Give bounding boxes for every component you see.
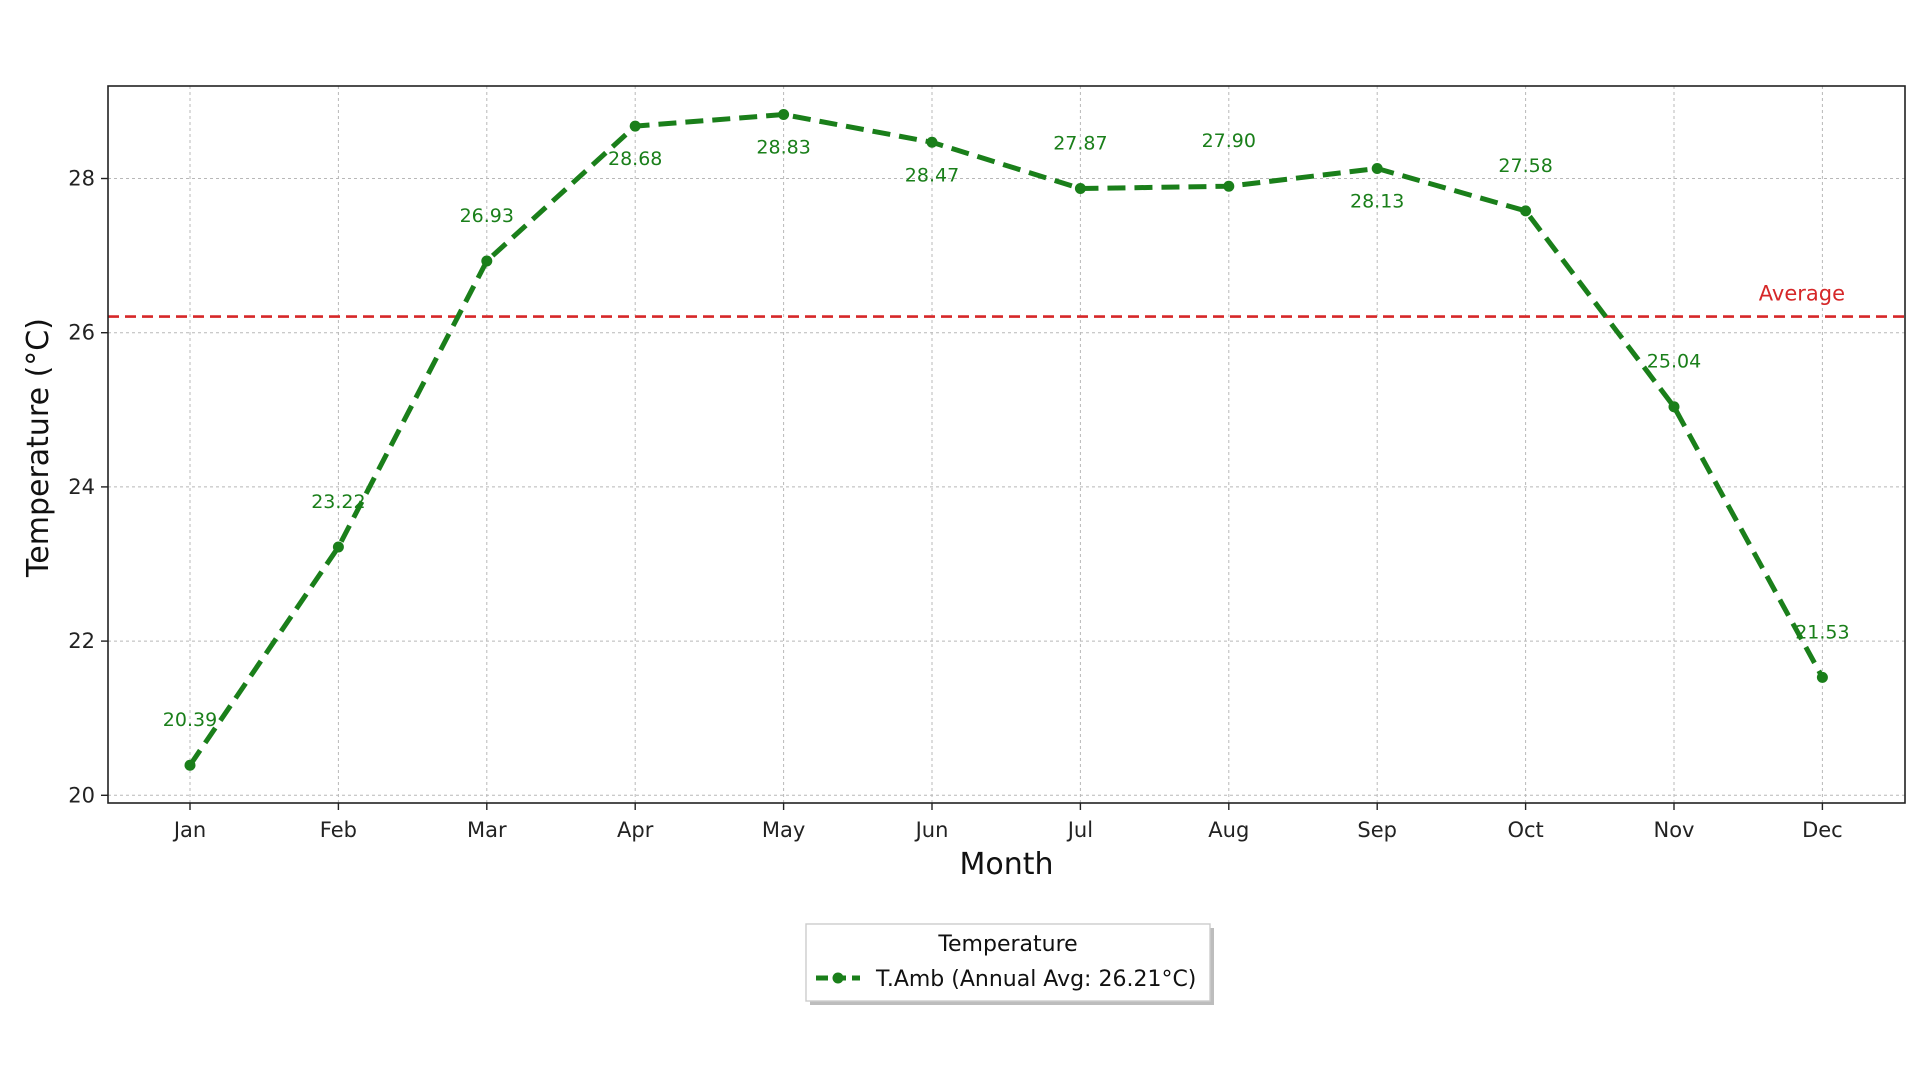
legend-box — [805, 923, 1211, 1002]
x-tick-label: Aug — [1208, 818, 1249, 842]
x-tick-label: Jul — [1066, 818, 1093, 842]
data-label: 28.47 — [905, 164, 959, 186]
axis-ticks: Jan Feb Mar Apr May Jun Jul Aug Sep Oct Nov Dec 20 22… — [68, 167, 1842, 842]
average-label: Average — [1759, 282, 1845, 306]
data-label: 20.39 — [163, 709, 217, 731]
data-point — [1520, 205, 1532, 217]
data-point — [184, 759, 196, 771]
x-tick-label: Dec — [1802, 818, 1843, 842]
x-tick-label: Sep — [1357, 818, 1397, 842]
data-label: 28.68 — [608, 148, 662, 170]
data-point — [1074, 183, 1086, 195]
legend: Temperature T.Amb (Annual Avg: 26.21°C) — [805, 923, 1214, 1005]
data-point — [1668, 401, 1680, 413]
y-tick-label: 26 — [68, 321, 95, 345]
series-line — [187, 112, 1825, 767]
y-tick-label: 24 — [68, 475, 95, 499]
series-layer: 20.39 23.22 26.93 28.68 28.83 28.47 27.87 27.90… — [163, 109, 1850, 771]
data-label: 27.58 — [1498, 155, 1552, 177]
x-tick-label: Feb — [320, 818, 357, 842]
data-label: 25.04 — [1647, 351, 1701, 373]
data-point — [926, 136, 938, 148]
x-tick-label: Apr — [617, 818, 654, 842]
legend-entry-label: T.Amb (Annual Avg: 26.21°C) — [875, 967, 1196, 992]
x-tick-label: Nov — [1654, 818, 1695, 842]
average-reference: Average — [108, 282, 1905, 318]
grid-lines — [108, 86, 1905, 803]
data-point — [1816, 671, 1828, 683]
data-label: 27.90 — [1202, 130, 1256, 152]
data-point — [778, 109, 790, 121]
y-tick-label: 20 — [68, 783, 95, 807]
data-label: 26.93 — [460, 205, 514, 227]
data-point — [629, 120, 641, 132]
y-tick-label: 22 — [68, 629, 95, 653]
data-point — [1371, 162, 1383, 174]
x-tick-label: Mar — [467, 818, 507, 842]
plot-frame — [107, 85, 1906, 804]
x-tick-label: Jan — [172, 818, 206, 842]
y-axis-title: Temperature (°C) — [21, 318, 56, 578]
x-tick-label: Oct — [1507, 818, 1543, 842]
x-tick-label: Jun — [914, 818, 949, 842]
data-label: 27.87 — [1053, 133, 1107, 155]
x-axis-title: Month — [959, 847, 1053, 882]
data-label: 21.53 — [1795, 621, 1849, 643]
data-label: 28.13 — [1350, 190, 1404, 212]
legend-title: Temperature — [937, 932, 1077, 957]
data-label: 28.83 — [756, 137, 810, 159]
x-tick-label: May — [762, 818, 805, 842]
data-label: 23.22 — [311, 491, 365, 513]
data-point — [332, 541, 344, 553]
data-point — [481, 255, 493, 267]
legend-swatch-marker — [832, 972, 844, 984]
y-tick-label: 28 — [68, 167, 95, 191]
data-point — [1223, 180, 1235, 192]
